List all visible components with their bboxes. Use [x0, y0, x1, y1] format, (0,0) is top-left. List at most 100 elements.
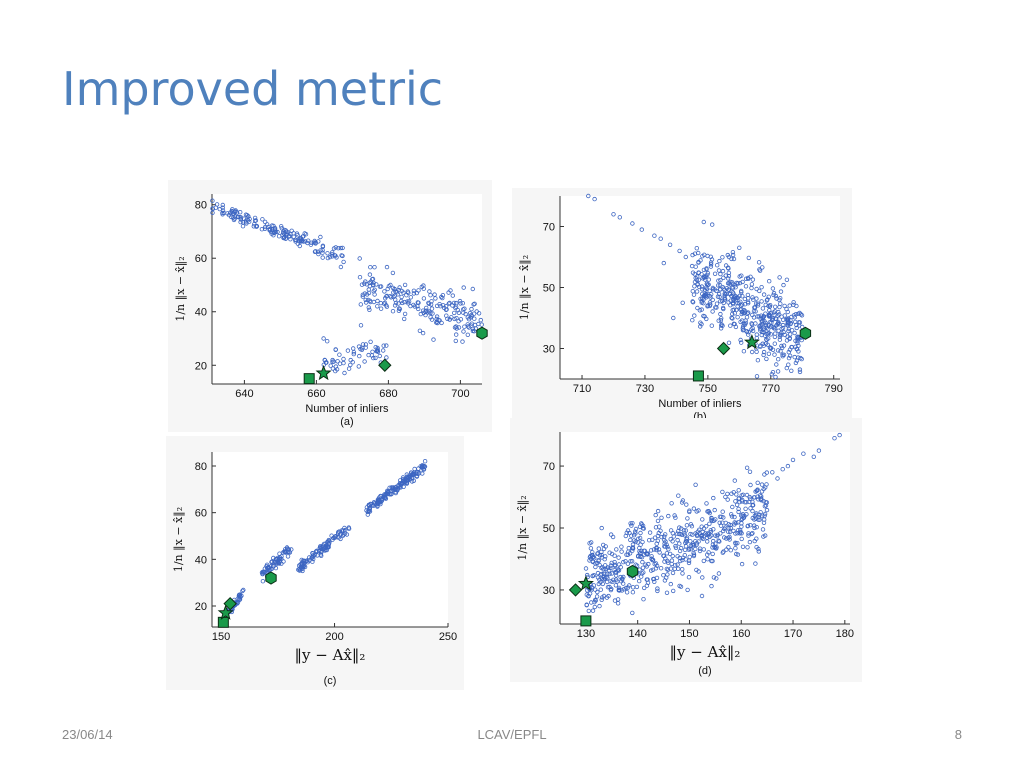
scatter-point [739, 318, 745, 323]
scatter-point [740, 511, 746, 517]
scatter-point [738, 299, 743, 304]
scatter-point [461, 285, 466, 290]
scatter-point [788, 320, 793, 326]
scatter-point [664, 590, 670, 595]
scatter-point [734, 307, 739, 313]
diamond-marker [568, 583, 583, 597]
scatter-point [778, 289, 784, 294]
scatter-point [615, 601, 621, 606]
scatter-point [599, 565, 604, 571]
scatter-point [440, 295, 445, 301]
scatter-point [360, 342, 366, 347]
scatter-point [735, 314, 740, 320]
scatter-point [240, 588, 245, 594]
scatter-point [393, 490, 398, 496]
scatter-point [798, 312, 804, 317]
scatter-point [699, 284, 705, 289]
scatter-point [718, 299, 723, 304]
scatter-point [753, 309, 758, 314]
scatter-point [726, 281, 732, 286]
scatter-point [665, 567, 671, 572]
scatter-point [279, 561, 284, 566]
scatter-point [386, 283, 392, 289]
scatter-point [641, 585, 647, 591]
scatter-point [743, 506, 748, 511]
scatter-point [665, 544, 670, 550]
scatter-point [396, 301, 401, 306]
scatter-point [654, 547, 659, 553]
x-tick-label: 180 [836, 628, 854, 640]
scatter-point [678, 558, 683, 564]
scatter-point [358, 302, 363, 307]
scatter-point [434, 314, 440, 319]
scatter-point [791, 302, 796, 307]
scatter-point [709, 323, 714, 328]
scatter-point [699, 524, 704, 529]
scatter-point [704, 266, 709, 271]
scatter-point [652, 579, 657, 584]
scatter-point [638, 574, 644, 579]
scatter-point [635, 554, 641, 559]
scatter-point [329, 250, 335, 255]
scatter-point [588, 546, 594, 551]
scatter-point [272, 559, 277, 565]
scatter-point [764, 337, 769, 342]
scatter-point [726, 340, 732, 345]
scatter-point [797, 320, 803, 325]
scatter-point [670, 588, 676, 594]
scatter-point [677, 541, 682, 546]
x-tick-label: 700 [451, 388, 469, 400]
scatter-point [309, 555, 315, 560]
scatter-point [754, 511, 759, 516]
scatter-point [603, 566, 609, 572]
scatter-point [450, 293, 455, 298]
scatter-point [763, 322, 769, 328]
scatter-point [411, 288, 417, 293]
scatter-point [690, 270, 696, 275]
scatter-point [331, 359, 336, 364]
x-tick-label: 660 [307, 388, 325, 400]
scatter-point [777, 337, 783, 342]
star-marker [743, 334, 760, 350]
scatter-point [744, 465, 750, 470]
scatter-point [759, 319, 764, 324]
scatter-point [707, 521, 712, 526]
scatter-point [683, 540, 688, 546]
scatter-point [301, 239, 306, 244]
scatter-point [342, 525, 347, 531]
x-tick-label: 150 [680, 628, 698, 640]
scatter-point [720, 255, 725, 260]
scatter-point [693, 546, 698, 552]
scatter-point [715, 532, 720, 537]
scatter-point [596, 557, 601, 563]
scatter-point [429, 306, 435, 311]
scatter-point [210, 198, 215, 203]
scatter-point [473, 326, 479, 331]
scatter-point [653, 512, 658, 518]
scatter-point [754, 374, 760, 379]
scatter-point [613, 570, 619, 575]
scatter-point [670, 553, 675, 559]
scatter-point [362, 281, 367, 286]
scatter-point [730, 252, 736, 258]
scatter-point [584, 602, 589, 607]
scatter-point [601, 577, 606, 582]
scatter-point [659, 515, 664, 520]
scatter-point [699, 593, 705, 599]
scatter-point [778, 332, 784, 338]
scatter-point [381, 343, 386, 348]
scatter-point [716, 538, 721, 543]
scatter-point [691, 552, 697, 557]
scatter-point [691, 292, 697, 297]
scatter-point [784, 365, 789, 371]
scatter-point [595, 575, 601, 580]
scatter-point [420, 464, 425, 469]
scatter-point [644, 577, 649, 582]
scatter-point [406, 299, 412, 304]
scatter-point [286, 547, 291, 552]
scatter-point [716, 268, 722, 273]
scatter-point [297, 239, 302, 244]
scatter-point [630, 221, 635, 226]
scatter-point [341, 360, 346, 366]
scatter-point [628, 559, 633, 564]
